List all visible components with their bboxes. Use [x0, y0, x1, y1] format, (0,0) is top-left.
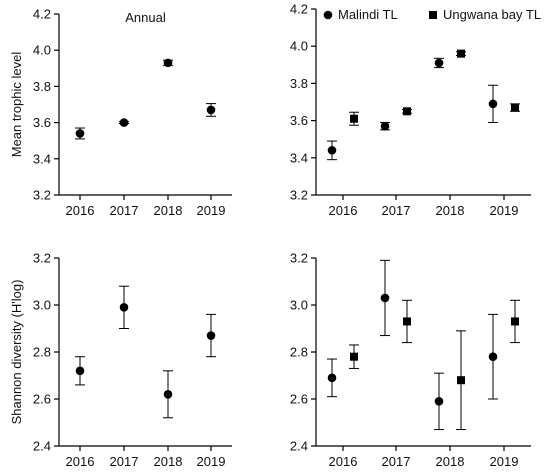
data-point-circle — [119, 118, 129, 127]
y-tick-label: 4.2 — [33, 7, 51, 22]
y-tick-label: 2.4 — [290, 439, 308, 454]
x-tick-label: 2017 — [110, 454, 139, 469]
y-tick-label: 3.4 — [290, 150, 308, 165]
y-tick-label: 3.2 — [290, 251, 308, 266]
legend-label: Malindi TL — [338, 7, 398, 22]
data-point-square — [350, 352, 358, 361]
data-point-circle — [206, 105, 216, 115]
y-tick-label: 4.0 — [290, 39, 308, 54]
legend-marker-square — [429, 11, 437, 19]
panel-title: Annual — [125, 10, 166, 25]
data-point-circle — [327, 373, 337, 383]
y-tick-label: 3.4 — [33, 151, 51, 166]
x-tick-label: 2016 — [329, 454, 358, 469]
x-tick-label: 2017 — [110, 203, 139, 218]
y-tick-label: 2.6 — [290, 392, 308, 407]
x-tick-label: 2019 — [197, 454, 226, 469]
y-tick-label: 3.2 — [33, 188, 51, 203]
x-tick-label: 2016 — [66, 203, 95, 218]
x-tick-label: 2016 — [329, 203, 358, 218]
data-point-square — [350, 114, 358, 123]
data-point-square — [511, 317, 519, 326]
y-axis-title: Shannon diversity (H'log) — [9, 280, 24, 425]
x-tick-label: 2018 — [154, 203, 183, 218]
data-point-square — [511, 103, 519, 112]
data-point-circle — [380, 121, 390, 131]
legend-marker-circle — [323, 10, 333, 20]
x-tick-label: 2019 — [490, 203, 519, 218]
legend-label: Ungwana bay TL — [443, 7, 541, 22]
y-tick-label: 3.8 — [33, 79, 51, 94]
data-point-square — [403, 317, 411, 326]
y-tick-label: 2.8 — [290, 345, 308, 360]
y-tick-label: 3.8 — [290, 76, 308, 91]
data-point-circle — [206, 331, 216, 340]
y-tick-label: 2.6 — [33, 392, 51, 407]
x-tick-label: 2019 — [197, 203, 226, 218]
data-point-circle — [75, 366, 85, 376]
data-point-circle — [488, 352, 498, 362]
y-tick-label: 3.0 — [33, 298, 51, 313]
data-point-square — [457, 49, 465, 58]
y-tick-label: 3.6 — [290, 113, 308, 128]
x-tick-label: 2017 — [382, 203, 411, 218]
data-point-circle — [75, 129, 85, 138]
data-point-circle — [327, 146, 337, 155]
x-tick-label: 2018 — [436, 454, 465, 469]
y-tick-label: 4.2 — [290, 2, 308, 17]
y-tick-label: 3.2 — [33, 251, 51, 266]
y-tick-label: 2.8 — [33, 345, 51, 360]
y-tick-label: 3.0 — [290, 298, 308, 313]
data-point-square — [403, 107, 411, 116]
y-tick-label: 2.4 — [33, 439, 51, 454]
data-point-circle — [119, 303, 129, 312]
y-tick-label: 3.6 — [33, 115, 51, 130]
data-point-circle — [163, 390, 173, 399]
data-point-circle — [380, 293, 390, 303]
x-tick-label: 2019 — [490, 454, 519, 469]
data-point-circle — [434, 397, 444, 406]
x-tick-label: 2018 — [436, 203, 465, 218]
data-point-circle — [163, 58, 173, 68]
y-axis-title: Mean trophic level — [9, 52, 24, 158]
x-tick-label: 2017 — [382, 454, 411, 469]
data-point-square — [457, 376, 465, 385]
data-point-circle — [434, 58, 444, 68]
y-tick-label: 4.0 — [33, 43, 51, 58]
x-tick-label: 2018 — [154, 454, 183, 469]
x-tick-label: 2016 — [66, 454, 95, 469]
y-tick-label: 3.2 — [290, 188, 308, 203]
data-point-circle — [488, 99, 498, 109]
